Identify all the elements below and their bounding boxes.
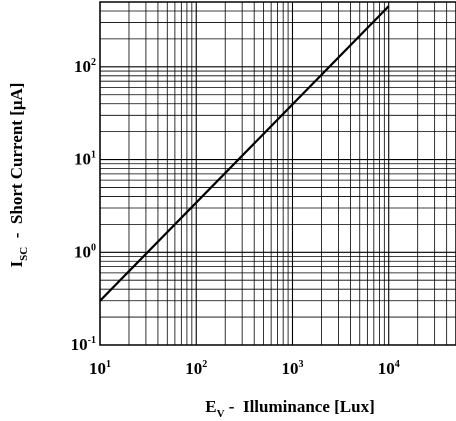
y-axis-title: ISC - Short Current [μA] (7, 83, 30, 268)
y-tick-labels: 10-1 100 101 102 (71, 57, 96, 354)
x-tick-label: 104 (378, 359, 400, 378)
series-layer (99, 5, 390, 302)
y-tick-label: 102 (74, 57, 96, 76)
series-line-1 (99, 5, 390, 302)
x-axis-title: EV - Illuminance [Lux] (205, 397, 374, 420)
x-tick-label: 102 (185, 359, 207, 378)
grid-major (99, 2, 456, 346)
y-tick-label: 10-1 (71, 335, 96, 354)
grid-minor (100, 1, 456, 345)
x-tick-label: 103 (281, 359, 303, 378)
x-tick-labels: 101 102 103 104 (89, 359, 400, 378)
y-tick-label: 101 (74, 150, 96, 169)
x-tick-label: 101 (89, 359, 111, 378)
plot-frame (99, 1, 456, 346)
y-tick-label: 100 (74, 242, 96, 261)
